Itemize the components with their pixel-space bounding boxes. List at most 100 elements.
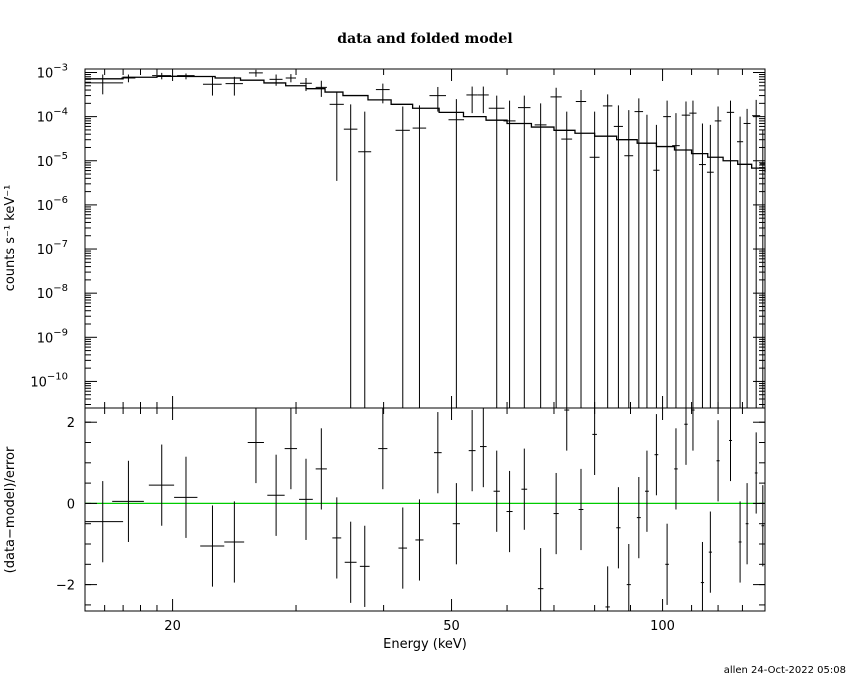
data-point	[343, 104, 358, 408]
data-point	[550, 87, 562, 408]
residual-point	[315, 428, 327, 510]
data-point	[300, 78, 312, 92]
residual-point	[716, 420, 720, 502]
residual-point	[654, 414, 659, 496]
residual-point	[700, 541, 705, 611]
data-point	[737, 116, 744, 408]
residual-point	[344, 521, 357, 603]
residual-point	[605, 566, 610, 611]
data-point	[743, 108, 751, 408]
data-point	[503, 100, 516, 408]
data-point	[602, 94, 613, 408]
residual-point	[493, 450, 500, 532]
data-point	[714, 106, 722, 408]
data-point	[429, 86, 447, 112]
residual-point	[332, 497, 342, 579]
data-point	[663, 100, 671, 408]
y-tick-label: 10−7	[37, 239, 68, 258]
residual-point	[299, 458, 313, 540]
data-point	[575, 90, 587, 408]
data-point	[518, 95, 531, 408]
residual-point	[112, 460, 144, 542]
residual-point	[267, 454, 285, 536]
data-point	[752, 99, 761, 408]
data-point	[269, 74, 283, 86]
residual-point	[738, 501, 742, 583]
residual-point	[247, 408, 264, 484]
data-point	[698, 123, 706, 408]
residual-point	[468, 410, 476, 492]
top-panel-frame	[84, 68, 766, 409]
folded-model	[85, 75, 766, 173]
residual-point	[745, 483, 749, 565]
residual-point	[398, 507, 408, 589]
y-tick-label: 10−9	[37, 327, 68, 346]
top-axis-ticks: 10−3 10−4 10−5 10−6 10−7 10−8 10−9 10−10	[30, 62, 766, 408]
residual-point	[480, 408, 487, 488]
y-tick-label: 10−10	[30, 371, 68, 390]
residual-point	[708, 511, 712, 593]
data-point	[395, 106, 410, 408]
data-point	[477, 86, 489, 114]
residual-point	[553, 472, 559, 555]
x-axis-label: Energy (keV)	[383, 637, 467, 652]
data-point	[534, 103, 547, 408]
residual-point	[433, 412, 442, 494]
data-point	[689, 100, 697, 408]
data-point	[152, 72, 172, 80]
data-point	[85, 74, 124, 95]
data-point	[624, 110, 634, 408]
y-tick-label: 10−6	[37, 195, 68, 214]
residual-point	[174, 456, 198, 538]
y-tick-label: 10−4	[37, 107, 68, 126]
x-tick-label: 50	[443, 619, 460, 634]
data-point	[759, 129, 765, 408]
x-tick-label: 20	[164, 619, 181, 634]
data-points	[85, 69, 765, 408]
residual-point	[592, 408, 597, 475]
residual-point	[224, 501, 245, 583]
res-y-tick-label: 0	[67, 497, 75, 512]
residual-point	[284, 408, 298, 490]
residual-point	[684, 408, 688, 465]
residual-point	[729, 408, 732, 482]
residual-point	[665, 523, 669, 605]
data-point	[177, 73, 195, 80]
residual-point	[359, 525, 370, 607]
residual-point	[761, 485, 765, 567]
res-y-tick-label: 2	[67, 416, 75, 431]
data-point	[589, 111, 600, 408]
bottom-panel-frame	[84, 407, 766, 612]
data-point	[121, 74, 136, 83]
residual-point	[616, 487, 621, 569]
data-point	[285, 74, 297, 83]
data-point	[329, 92, 344, 181]
data-point	[358, 111, 372, 408]
residual-point	[521, 448, 528, 530]
footer-stamp: allen 24-Oct-2022 05:08	[724, 665, 846, 676]
res-y-tick-label: −2	[56, 579, 75, 594]
residual-point	[564, 408, 570, 451]
bottom-y-axis-label: (data−model)/error	[3, 446, 18, 573]
data-point	[375, 83, 390, 104]
residual-point	[754, 432, 758, 514]
data-point	[672, 113, 680, 408]
residual-point	[200, 505, 225, 587]
model-step-line	[85, 75, 766, 173]
data-point	[248, 69, 263, 77]
data-point	[634, 98, 644, 408]
data-point	[561, 111, 573, 408]
residual-point	[626, 544, 631, 611]
data-point	[315, 80, 327, 97]
residual-point	[506, 470, 513, 553]
data-point	[643, 114, 651, 408]
residual-point	[452, 483, 460, 565]
residual-point	[378, 408, 388, 490]
data-point	[448, 99, 465, 408]
y-tick-label: 10−5	[37, 151, 68, 170]
residual-point	[691, 408, 695, 451]
data-point	[202, 76, 222, 96]
data-point	[681, 101, 691, 408]
